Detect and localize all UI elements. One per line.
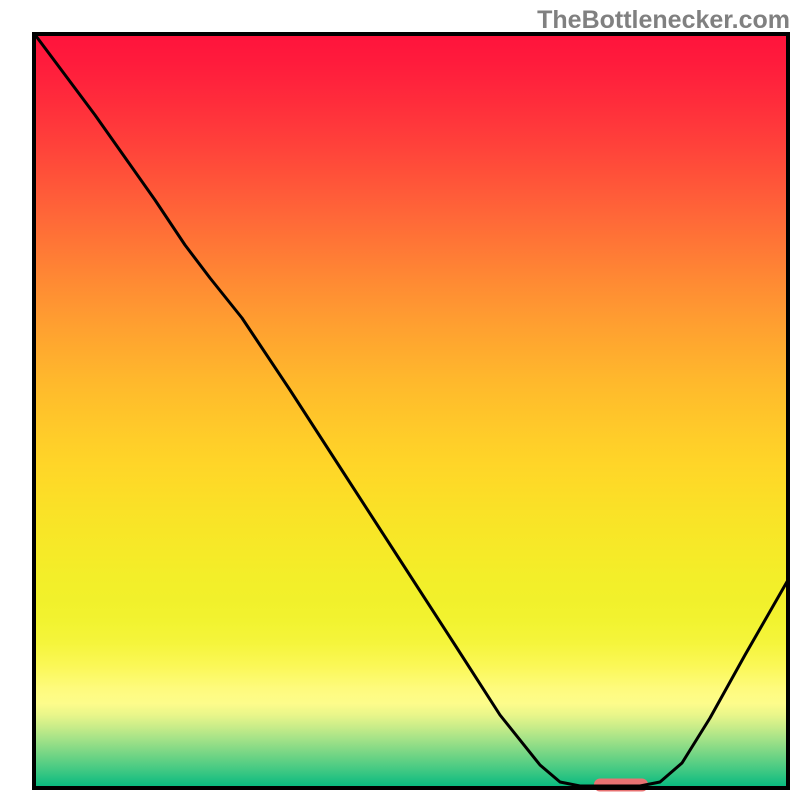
chart-svg: [0, 0, 800, 800]
watermark-text: TheBottlenecker.com: [537, 6, 790, 35]
bottleneck-chart: TheBottlenecker.com: [0, 0, 800, 800]
gradient-background: [36, 36, 786, 786]
